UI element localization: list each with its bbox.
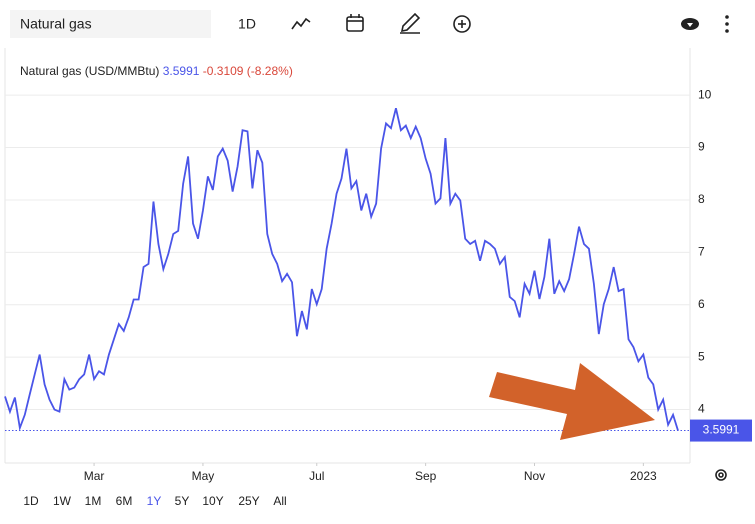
series-name: Natural gas (USD/MMBtu) — [20, 64, 159, 78]
last-price-box — [690, 419, 752, 442]
y-tick-label: 10 — [698, 87, 712, 101]
x-tick-label: Sep — [415, 469, 437, 483]
range-button[interactable]: 1M — [85, 494, 102, 508]
legend-title: Natural gas (USD/MMBtu) 3.5991 -0.3109 (… — [20, 64, 293, 78]
range-button[interactable]: 5Y — [175, 494, 190, 508]
annotation-arrow — [489, 363, 655, 440]
search-text: Natural gas — [20, 16, 92, 32]
price-change: -0.3109 (-8.28%) — [203, 64, 293, 78]
x-tick-label: May — [192, 469, 215, 483]
draw-icon[interactable] — [400, 12, 421, 34]
range-button[interactable]: 25Y — [238, 494, 259, 508]
y-tick-label: 6 — [698, 297, 705, 311]
range-button[interactable]: 10Y — [202, 494, 223, 508]
chart-type-icon[interactable] — [291, 17, 311, 30]
range-button[interactable]: All — [273, 494, 286, 508]
last-price-label: 3.5991 — [703, 423, 740, 437]
y-tick-label: 5 — [698, 349, 705, 363]
search-box[interactable] — [10, 10, 211, 38]
x-tick-label: Nov — [524, 469, 545, 483]
add-icon[interactable] — [453, 15, 471, 33]
y-tick-label: 8 — [698, 192, 705, 206]
interval-button[interactable]: 1D — [238, 16, 256, 32]
grid: 4 5 6 7 8 9 10 Mar May Jul Sep Nov 2023 — [5, 87, 712, 483]
range-button[interactable]: 6M — [116, 494, 133, 508]
last-price: 3.5991 — [163, 64, 200, 78]
x-tick-label: Mar — [84, 469, 105, 483]
y-tick-label: 7 — [698, 245, 705, 259]
x-tick-label: 2023 — [630, 469, 657, 483]
range-button[interactable]: 1Y — [147, 494, 162, 508]
range-selector: 1D 1W 1M 6M 1Y 5Y 10Y 25Y All — [23, 494, 286, 508]
plot: 3.5991 — [4, 108, 752, 442]
range-button[interactable]: 1W — [53, 494, 72, 508]
x-tick-label: Jul — [309, 469, 324, 483]
calendar-icon[interactable] — [346, 14, 364, 32]
y-tick-label: 9 — [698, 140, 705, 154]
y-tick-label: 4 — [698, 402, 705, 416]
download-icon[interactable] — [681, 18, 699, 30]
range-button[interactable]: 1D — [23, 494, 39, 508]
settings-icon[interactable] — [715, 469, 727, 481]
menu-icon[interactable] — [725, 15, 729, 33]
price-line — [4, 108, 679, 432]
